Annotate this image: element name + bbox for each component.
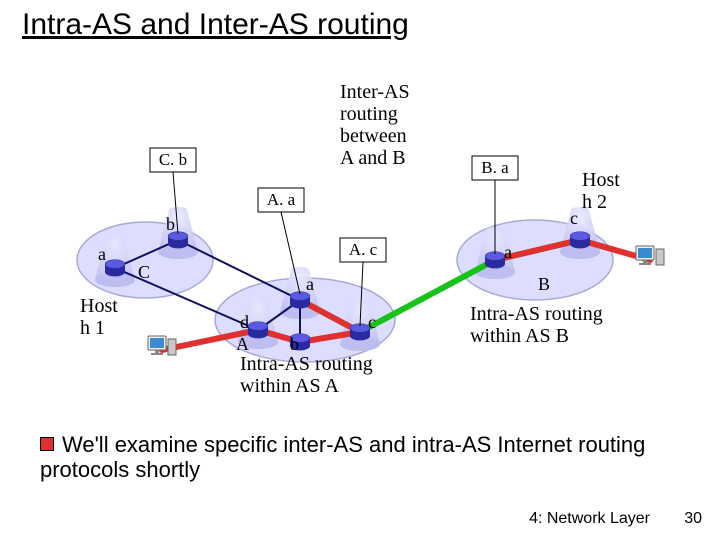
svg-text:h 1: h 1 <box>80 317 105 339</box>
bullet-icon <box>40 437 54 451</box>
svg-text:C: C <box>138 262 150 282</box>
svg-text:c: c <box>368 312 376 332</box>
svg-text:between: between <box>340 125 407 147</box>
svg-text:b: b <box>166 214 175 234</box>
svg-text:Inter-AS: Inter-AS <box>340 81 410 103</box>
svg-text:routing: routing <box>340 103 398 125</box>
svg-text:B. a: B. a <box>481 158 509 177</box>
svg-text:d: d <box>240 312 249 332</box>
svg-text:Intra-AS routing: Intra-AS routing <box>470 303 603 325</box>
svg-text:Intra-AS routing: Intra-AS routing <box>240 353 373 375</box>
svg-text:within AS A: within AS A <box>240 375 339 397</box>
svg-text:A. c: A. c <box>349 240 378 259</box>
bullet-text: We'll examine specific inter-AS and intr… <box>40 432 645 482</box>
svg-text:a: a <box>306 274 314 294</box>
svg-text:Host: Host <box>582 169 620 191</box>
svg-text:A and B: A and B <box>340 147 406 169</box>
svg-text:h 2: h 2 <box>582 191 607 213</box>
svg-text:a: a <box>98 244 106 264</box>
svg-text:A: A <box>236 334 249 354</box>
svg-text:c: c <box>570 208 578 228</box>
page-number: 30 <box>684 510 702 528</box>
svg-text:A. a: A. a <box>267 190 296 209</box>
svg-text:Host: Host <box>80 295 118 317</box>
svg-text:within AS B: within AS B <box>470 325 569 347</box>
svg-text:C. b: C. b <box>159 150 187 169</box>
svg-text:b: b <box>290 334 299 354</box>
svg-text:B: B <box>538 274 550 294</box>
svg-text:a: a <box>504 242 512 262</box>
bullet: We'll examine specific inter-AS and intr… <box>40 432 680 483</box>
footer-text: 4: Network Layer <box>529 510 650 528</box>
